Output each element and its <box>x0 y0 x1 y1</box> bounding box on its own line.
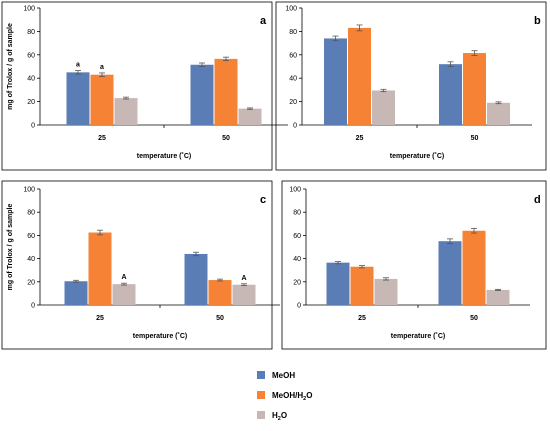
bar <box>208 280 232 305</box>
y-tick-label: 0 <box>31 123 35 130</box>
y-tick-label: 20 <box>289 99 297 106</box>
panel-label: a <box>260 15 267 27</box>
bar <box>487 102 510 125</box>
y-axis-label: mg of Trolox / g of sample <box>7 204 14 291</box>
x-tick-label: 25 <box>96 315 104 322</box>
x-tick-label: 25 <box>358 315 366 322</box>
bar <box>112 284 136 305</box>
bar <box>184 253 208 305</box>
legend-swatch <box>257 391 265 399</box>
y-tick-label: 40 <box>27 256 35 263</box>
bar <box>324 38 347 125</box>
y-tick-label: 20 <box>27 279 35 286</box>
significance-label: a <box>76 62 80 69</box>
chart-panel-b: 0 20 40 60 80 100 25 50 temperature (˚C) b <box>275 1 547 171</box>
y-tick-label: 80 <box>27 29 35 36</box>
legend-label: H2O <box>272 411 287 422</box>
y-tick-label: 0 <box>293 123 297 130</box>
legend-swatch <box>257 411 265 419</box>
y-tick-label: 80 <box>289 29 297 36</box>
legend-label: MeOH <box>272 371 295 380</box>
y-tick-label: 60 <box>289 52 297 59</box>
legend-item: H2O <box>257 411 287 422</box>
x-tick-label: 25 <box>356 135 364 142</box>
legend-item: MeOH/H2O <box>257 391 312 402</box>
chart-panel-d: 0 20 40 60 80 100 25 50 temperature (˚C) d <box>281 180 547 350</box>
bar <box>66 72 90 125</box>
chart-panel-a: 0 20 40 60 80 100 25 a a 50 temperature (˚C) mg of … <box>1 1 288 171</box>
bar <box>439 64 462 125</box>
y-tick-label: 100 <box>23 187 35 194</box>
bar <box>214 58 238 125</box>
bar <box>238 108 262 125</box>
x-tick-label: 25 <box>98 135 106 142</box>
y-tick-label: 40 <box>293 256 301 263</box>
x-axis-label: temperature (˚C) <box>133 332 187 340</box>
bar <box>462 230 486 305</box>
panel-label: c <box>260 194 266 206</box>
y-tick-label: 20 <box>293 279 301 286</box>
y-tick-label: 0 <box>31 303 35 310</box>
y-tick-label: 40 <box>289 76 297 83</box>
bar <box>348 27 371 125</box>
bar <box>90 74 114 125</box>
panel-frame <box>275 1 547 171</box>
panel-label: d <box>534 194 541 206</box>
x-axis-label: temperature (˚C) <box>390 152 444 160</box>
panel-frame <box>281 180 547 350</box>
legend-label: MeOH/H2O <box>272 391 312 402</box>
bar <box>64 281 88 305</box>
bar <box>372 90 395 125</box>
x-tick-label: 50 <box>216 315 224 322</box>
y-tick-label: 20 <box>27 99 35 106</box>
bar <box>486 289 510 305</box>
x-tick-label: 50 <box>470 315 478 322</box>
bar <box>326 262 350 305</box>
y-tick-label: 100 <box>289 187 301 194</box>
legend-swatch <box>257 371 265 379</box>
legend-item: MeOH <box>257 371 295 380</box>
y-tick-label: 80 <box>27 210 35 217</box>
bar <box>114 98 138 125</box>
y-tick-label: 60 <box>293 233 301 240</box>
bar <box>190 64 214 125</box>
x-tick-label: 50 <box>222 135 230 142</box>
significance-label: A <box>121 274 126 281</box>
bar <box>88 232 112 305</box>
panel-frame <box>1 180 273 350</box>
bar <box>438 241 462 305</box>
significance-label: a <box>100 64 104 71</box>
y-tick-label: 60 <box>27 52 35 59</box>
y-tick-label: 60 <box>27 233 35 240</box>
bar <box>374 278 398 305</box>
bar <box>350 266 374 305</box>
x-axis-label: temperature (˚C) <box>391 332 445 340</box>
bar <box>463 53 486 125</box>
y-axis-label: mg of Trolox / g of sample <box>7 23 14 110</box>
x-axis-label: temperature (˚C) <box>137 152 191 160</box>
panel-label: b <box>534 15 541 27</box>
y-tick-label: 0 <box>297 303 301 310</box>
panel-frame <box>1 1 273 171</box>
bar <box>232 284 256 305</box>
y-tick-label: 100 <box>23 6 35 13</box>
y-tick-label: 100 <box>285 6 297 13</box>
legend: MeOH MeOH/H2O H2O <box>257 371 312 422</box>
x-tick-label: 50 <box>471 135 479 142</box>
y-tick-label: 80 <box>293 210 301 217</box>
y-tick-label: 40 <box>27 76 35 83</box>
significance-label: A <box>241 275 246 282</box>
